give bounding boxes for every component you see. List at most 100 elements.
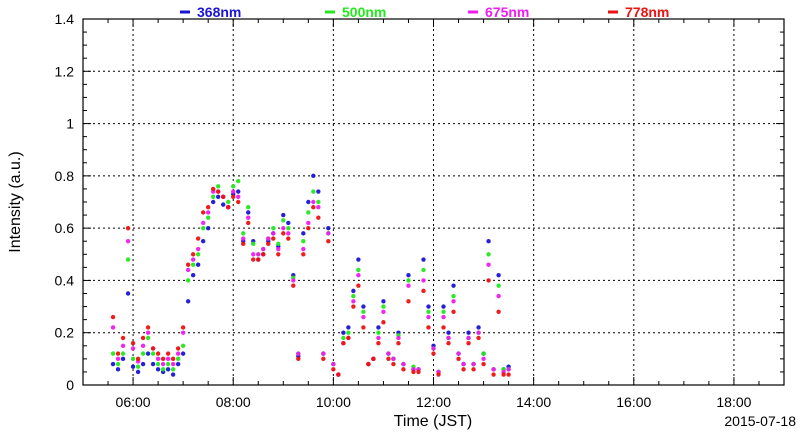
y-tick-label: 0.4 xyxy=(55,272,75,288)
data-point xyxy=(361,309,366,314)
data-point xyxy=(180,351,186,356)
data-point xyxy=(210,199,216,205)
y-tick-label: 1.4 xyxy=(55,11,75,27)
data-point xyxy=(311,189,316,194)
x-tick-label: 08:00 xyxy=(216,394,251,410)
data-point xyxy=(396,335,401,341)
data-point xyxy=(276,241,281,247)
data-point xyxy=(160,356,166,362)
data-point xyxy=(210,186,216,192)
data-point xyxy=(190,257,196,262)
data-point xyxy=(426,309,431,314)
data-point xyxy=(331,361,336,367)
data-point xyxy=(226,205,231,210)
data-point xyxy=(286,231,291,236)
data-point xyxy=(135,356,141,362)
data-point xyxy=(241,236,246,241)
data-point xyxy=(471,367,476,372)
data-point xyxy=(351,288,356,294)
data-point xyxy=(341,335,346,341)
data-point xyxy=(200,239,206,244)
data-point xyxy=(321,356,326,362)
data-point xyxy=(256,257,261,262)
data-point xyxy=(145,335,151,341)
data-point xyxy=(361,325,366,330)
y-tick-label: 0.2 xyxy=(55,325,75,341)
data-point xyxy=(331,367,336,372)
data-point xyxy=(120,356,126,362)
data-point xyxy=(175,351,181,356)
data-point xyxy=(346,335,351,341)
data-point xyxy=(140,343,146,348)
data-point xyxy=(431,346,436,351)
data-point xyxy=(281,225,286,231)
data-point xyxy=(506,372,511,377)
data-point xyxy=(175,356,181,362)
data-point xyxy=(130,364,136,369)
data-point xyxy=(476,330,481,335)
data-point xyxy=(170,356,176,362)
data-point xyxy=(286,236,291,241)
data-point xyxy=(281,231,286,236)
data-point xyxy=(110,361,116,367)
data-point xyxy=(421,288,426,294)
data-point xyxy=(261,246,266,252)
data-point xyxy=(241,231,246,236)
data-point xyxy=(140,351,146,356)
data-point xyxy=(180,330,186,335)
data-point xyxy=(401,367,406,372)
data-point xyxy=(125,239,131,244)
tick-layer: 06:00 08:00 10:00 12:00 14:00 16:00 18:00 0 0.2 0… xyxy=(55,11,785,410)
data-point xyxy=(190,262,196,267)
data-point xyxy=(326,239,331,244)
data-point xyxy=(441,314,446,320)
data-point xyxy=(466,340,471,346)
data-point xyxy=(115,361,121,367)
data-point xyxy=(386,356,391,362)
data-point xyxy=(421,267,426,273)
legend-label: 675nm xyxy=(485,4,529,20)
data-point xyxy=(185,278,191,283)
data-point xyxy=(165,361,171,367)
data-point xyxy=(130,346,136,351)
data-point xyxy=(436,372,441,377)
data-point xyxy=(306,220,311,226)
data-point xyxy=(246,220,251,226)
data-point xyxy=(145,325,151,330)
data-point xyxy=(281,218,286,223)
data-point xyxy=(401,361,406,367)
data-point xyxy=(486,252,491,257)
data-point xyxy=(381,309,386,314)
data-point xyxy=(175,346,181,351)
data-point xyxy=(481,361,486,367)
data-point xyxy=(336,372,341,377)
data-point xyxy=(301,231,306,236)
series-group xyxy=(110,186,511,377)
data-point xyxy=(130,356,136,362)
data-point xyxy=(451,309,456,314)
data-point xyxy=(125,257,131,262)
data-point xyxy=(256,252,261,257)
data-point xyxy=(185,262,191,267)
data-point xyxy=(356,267,361,273)
data-point xyxy=(441,325,446,330)
data-point xyxy=(110,325,116,330)
x-axis-title: Time (JST) xyxy=(394,413,473,430)
data-point xyxy=(461,367,466,372)
data-point xyxy=(155,351,161,356)
data-point xyxy=(276,246,281,252)
data-point xyxy=(205,205,211,210)
data-point xyxy=(306,199,311,205)
data-point xyxy=(471,361,476,367)
data-point xyxy=(150,346,156,351)
data-point xyxy=(381,299,386,304)
data-point xyxy=(120,335,126,341)
data-point xyxy=(160,367,166,372)
legend-label: 778nm xyxy=(625,4,669,20)
data-point xyxy=(130,340,136,346)
data-point xyxy=(271,236,276,241)
y-tick-label: 1.2 xyxy=(55,63,75,79)
data-point xyxy=(391,356,396,362)
data-point xyxy=(175,361,181,367)
